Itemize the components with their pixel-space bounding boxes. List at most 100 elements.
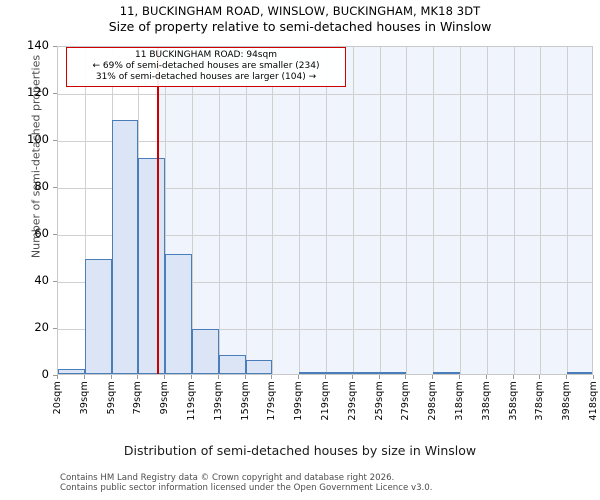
histogram-bar bbox=[326, 371, 353, 374]
footer-attribution: Contains HM Land Registry data © Crown c… bbox=[60, 473, 590, 493]
x-tick-mark bbox=[164, 375, 165, 379]
x-tick-mark bbox=[405, 375, 406, 379]
y-axis-ticks: 0 20 40 60 80 100 120 140 bbox=[0, 38, 57, 381]
x-tick-mark bbox=[539, 375, 540, 379]
x-tick-label: 99sqm bbox=[159, 381, 171, 415]
x-tick-label: 199sqm bbox=[293, 381, 305, 421]
x-tick-mark bbox=[593, 375, 594, 379]
gridline bbox=[165, 47, 166, 374]
y-tick-mark bbox=[53, 187, 57, 188]
x-tick-label: 59sqm bbox=[105, 381, 117, 415]
gridline bbox=[219, 47, 220, 374]
histogram-bar bbox=[111, 120, 139, 374]
x-axis-label: Distribution of semi-detached houses by … bbox=[123, 443, 477, 458]
y-tick-mark bbox=[53, 46, 57, 47]
footer-line-2: Contains public sector information licen… bbox=[60, 483, 433, 493]
x-tick-mark bbox=[271, 375, 272, 379]
gridline bbox=[406, 47, 407, 374]
gridline bbox=[246, 47, 247, 374]
upper-range-shading bbox=[157, 47, 592, 374]
x-tick-label: 378sqm bbox=[534, 381, 546, 421]
y-tick-mark bbox=[53, 281, 57, 282]
histogram-bar bbox=[567, 371, 592, 374]
histogram-bar bbox=[433, 371, 460, 374]
x-tick-label: 279sqm bbox=[400, 381, 412, 421]
gridline bbox=[58, 282, 592, 283]
gridline bbox=[514, 47, 515, 374]
gridline bbox=[85, 47, 86, 374]
chart-title-block: 11, BUCKINGHAM ROAD, WINSLOW, BUCKINGHAM… bbox=[0, 4, 600, 35]
x-tick-mark bbox=[137, 375, 138, 379]
x-tick-label: 239sqm bbox=[346, 381, 358, 421]
footer-line-1: Contains HM Land Registry data © Crown c… bbox=[60, 473, 395, 483]
gridline bbox=[272, 47, 273, 374]
x-tick-mark bbox=[57, 375, 58, 379]
x-tick-label: 219sqm bbox=[320, 381, 331, 421]
y-tick-label: 0 bbox=[41, 367, 49, 381]
gridline bbox=[58, 188, 592, 189]
histogram-bar bbox=[138, 157, 166, 374]
annotation-line-1: 11 BUCKINGHAM ROAD: 94sqm bbox=[135, 50, 277, 60]
histogram-bar bbox=[379, 371, 407, 374]
histogram-bar bbox=[58, 369, 85, 374]
x-tick-label: 418sqm bbox=[588, 381, 599, 421]
y-tick-label: 120 bbox=[27, 85, 49, 99]
y-tick-mark bbox=[53, 328, 57, 329]
x-tick-label: 179sqm bbox=[266, 381, 278, 421]
x-tick-mark bbox=[298, 375, 299, 379]
x-tick-label: 20sqm bbox=[52, 381, 63, 415]
x-tick-mark bbox=[84, 375, 85, 379]
x-tick-mark bbox=[432, 375, 433, 379]
gridline bbox=[58, 94, 592, 95]
gridline bbox=[380, 47, 381, 374]
histogram-bar bbox=[245, 359, 273, 374]
y-tick-label: 140 bbox=[27, 38, 49, 52]
y-tick-label: 100 bbox=[27, 132, 49, 146]
y-tick-mark bbox=[53, 140, 57, 141]
x-tick-mark bbox=[486, 375, 487, 379]
gridline bbox=[540, 47, 541, 374]
histogram-bar bbox=[299, 371, 326, 374]
gridline bbox=[460, 47, 461, 374]
plot-area bbox=[57, 46, 593, 375]
annotation-line-2: ← 69% of semi-detached houses are smalle… bbox=[92, 61, 320, 71]
histogram-bars bbox=[58, 47, 592, 374]
property-marker-line bbox=[156, 47, 159, 374]
x-tick-label: 358sqm bbox=[507, 381, 519, 421]
y-tick-mark bbox=[53, 375, 57, 376]
x-tick-label: 398sqm bbox=[561, 381, 573, 421]
y-tick-label: 20 bbox=[34, 320, 49, 334]
x-tick-mark bbox=[379, 375, 380, 379]
histogram-bar bbox=[352, 371, 380, 374]
x-tick-mark bbox=[245, 375, 246, 379]
gridline bbox=[487, 47, 488, 374]
x-tick-label: 298sqm bbox=[427, 381, 439, 421]
chart-subtitle: Size of property relative to semi-detach… bbox=[108, 19, 492, 34]
y-tick-label: 80 bbox=[34, 179, 49, 193]
gridline bbox=[299, 47, 300, 374]
gridline bbox=[192, 47, 193, 374]
histogram-bar bbox=[218, 355, 246, 374]
y-tick-mark bbox=[53, 234, 57, 235]
page-title: 11, BUCKINGHAM ROAD, WINSLOW, BUCKINGHAM… bbox=[119, 4, 481, 18]
gridline bbox=[58, 235, 592, 236]
x-tick-mark bbox=[111, 375, 112, 379]
x-tick-label: 139sqm bbox=[212, 381, 224, 421]
x-tick-label: 79sqm bbox=[132, 381, 144, 415]
histogram-bar bbox=[192, 329, 219, 374]
y-tick-mark bbox=[53, 93, 57, 94]
x-tick-mark bbox=[513, 375, 514, 379]
x-tick-label: 318sqm bbox=[454, 381, 465, 421]
gridline bbox=[326, 47, 327, 374]
gridline bbox=[567, 47, 568, 374]
y-tick-label: 40 bbox=[34, 273, 49, 287]
gridline bbox=[353, 47, 354, 374]
gridline bbox=[58, 141, 592, 142]
y-tick-label: 60 bbox=[34, 226, 49, 240]
x-tick-label: 159sqm bbox=[239, 381, 251, 421]
annotation-line-3: 31% of semi-detached houses are larger (… bbox=[95, 72, 317, 82]
histogram-bar bbox=[165, 254, 192, 374]
x-tick-label: 338sqm bbox=[480, 381, 492, 421]
x-tick-mark bbox=[459, 375, 460, 379]
x-axis-ticks: 20sqm 39sqm 59sqm 79sqm 99sqm 119sqm 139sqm 159… bbox=[52, 375, 599, 437]
